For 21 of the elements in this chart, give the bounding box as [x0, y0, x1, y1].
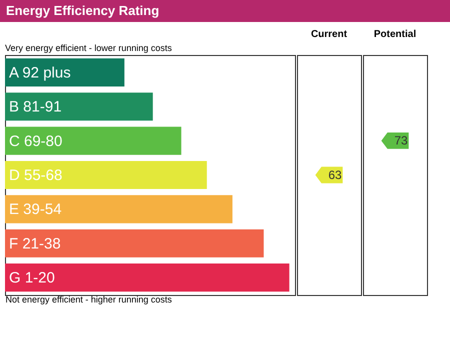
bar — [5, 92, 153, 121]
y-tick-label: A 92 plus — [9, 64, 71, 82]
bar — [5, 58, 124, 86]
y-tick-label: B 81-91 — [9, 98, 62, 116]
y-tick-label: F 21-38 — [9, 235, 61, 252]
text: Very energy efficient - lower running costs — [5, 43, 172, 53]
bar — [5, 126, 182, 155]
y-tick-label: D 55-68 — [9, 167, 62, 184]
text: 63 — [328, 168, 342, 182]
y-tick-label: G 1-20 — [9, 270, 55, 287]
y-tick-label: C 69-80 — [9, 132, 62, 150]
y-tick-label: E 39-54 — [9, 201, 62, 218]
text: Potential — [374, 29, 416, 40]
chart-title: Energy Efficiency Rating — [0, 0, 450, 22]
bar — [5, 195, 232, 224]
bar — [5, 264, 290, 292]
bar — [5, 229, 264, 258]
text: Current — [310, 29, 348, 40]
text: 73 — [394, 134, 408, 148]
annotation: Not energy efficient - higher running costs — [6, 294, 172, 304]
bar — [5, 160, 207, 190]
